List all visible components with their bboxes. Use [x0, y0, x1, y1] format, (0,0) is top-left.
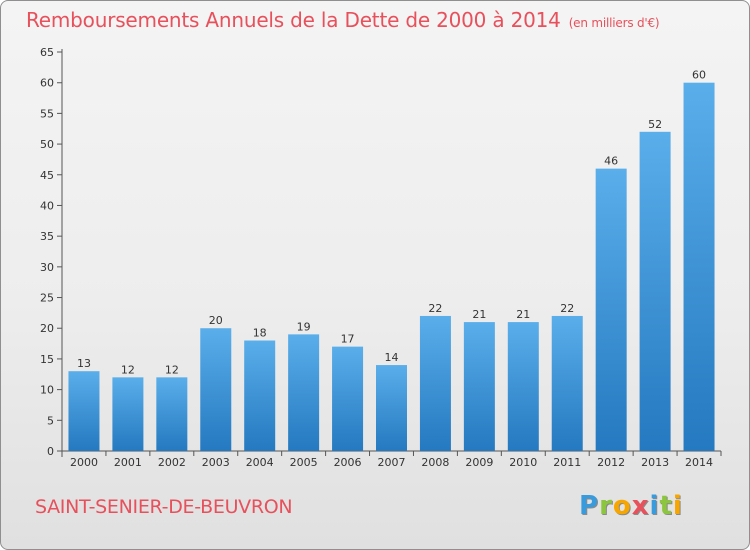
- data-label: 60: [692, 69, 706, 82]
- logo-letter: r: [599, 491, 613, 521]
- bar: [244, 340, 276, 451]
- x-tick-label: 2006: [334, 456, 362, 469]
- x-tick-label: 2011: [553, 456, 581, 469]
- data-label: 22: [560, 302, 574, 315]
- y-tick-label: 15: [40, 353, 54, 366]
- x-tick-label: 2009: [465, 456, 493, 469]
- x-tick-label: 2010: [509, 456, 537, 469]
- x-tick-label: 2013: [641, 456, 669, 469]
- y-tick-label: 25: [40, 292, 54, 305]
- bar: [200, 328, 232, 451]
- bar: [156, 377, 188, 451]
- bar: [463, 322, 495, 451]
- data-label: 13: [77, 357, 91, 370]
- x-tick-label: 2005: [290, 456, 318, 469]
- proxiti-logo: Proxiti: [579, 491, 683, 521]
- logo-letter: t: [659, 491, 673, 521]
- x-tick-label: 2008: [421, 456, 449, 469]
- bar: [507, 322, 539, 451]
- x-tick-label: 2003: [202, 456, 230, 469]
- data-label: 22: [428, 302, 442, 315]
- bar: [332, 346, 364, 451]
- y-tick-label: 60: [40, 77, 54, 90]
- x-tick-label: 2001: [114, 456, 142, 469]
- logo-letter: x: [631, 491, 650, 521]
- data-label: 20: [209, 314, 223, 327]
- bar: [595, 168, 627, 451]
- y-tick-label: 45: [40, 169, 54, 182]
- data-label: 12: [165, 363, 179, 376]
- bar: [419, 315, 451, 451]
- y-tick-label: 50: [40, 138, 54, 151]
- bar: [68, 371, 100, 451]
- logo-letter: i: [649, 491, 660, 521]
- unit-note: (en milliers d'€): [568, 16, 660, 30]
- data-label: 46: [604, 155, 618, 168]
- x-tick-label: 2000: [70, 456, 98, 469]
- data-label: 19: [297, 320, 311, 333]
- y-tick-label: 20: [40, 322, 54, 335]
- chart-title: Remboursements Annuels de la Dette de 20…: [26, 8, 660, 32]
- x-tick-label: 2002: [158, 456, 186, 469]
- y-tick-label: 5: [47, 414, 54, 427]
- y-tick-label: 0: [47, 445, 54, 458]
- bar: [288, 334, 320, 451]
- data-label: 12: [121, 363, 135, 376]
- bar: [639, 131, 671, 452]
- bar: [376, 365, 407, 451]
- data-label: 18: [253, 327, 267, 340]
- bar: [112, 377, 144, 451]
- logo-letter: P: [579, 491, 600, 521]
- bar: [551, 315, 583, 451]
- logo-letter: i: [672, 491, 683, 521]
- data-label: 52: [648, 118, 662, 131]
- data-label: 17: [341, 333, 355, 346]
- y-tick-label: 30: [40, 261, 54, 274]
- chart-title-text: Remboursements Annuels de la Dette de 20…: [26, 8, 561, 32]
- x-tick-label: 2012: [597, 456, 625, 469]
- bar: [683, 82, 715, 451]
- logo-letter: o: [612, 491, 632, 521]
- data-label: 21: [516, 308, 530, 321]
- data-label: 21: [472, 308, 486, 321]
- y-tick-label: 10: [40, 384, 54, 397]
- data-label: 14: [385, 351, 399, 364]
- x-tick-label: 2014: [685, 456, 713, 469]
- y-tick-label: 40: [40, 199, 54, 212]
- x-tick-label: 2007: [378, 456, 406, 469]
- commune-name: SAINT-SENIER-DE-BEUVRON: [35, 496, 293, 518]
- y-tick-label: 35: [40, 230, 54, 243]
- y-tick-label: 65: [40, 46, 54, 59]
- y-tick-label: 55: [40, 107, 54, 120]
- x-tick-label: 2004: [246, 456, 274, 469]
